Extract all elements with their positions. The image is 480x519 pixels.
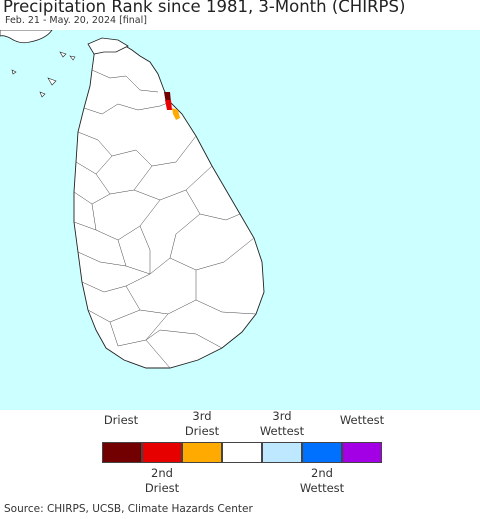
legend-label-driest: Driest — [103, 413, 139, 427]
source-credit: Source: CHIRPS, UCSB, Climate Hazards Ce… — [4, 503, 253, 515]
legend-label-2nd-wettest: 2nd Wettest — [299, 466, 345, 495]
jaffna-peninsula — [87, 37, 129, 55]
second-driest-area — [165, 100, 172, 110]
legend-swatch-driest — [102, 442, 142, 463]
legend-swatch-wettest — [342, 442, 382, 463]
india-coastline — [0, 30, 53, 44]
legend-label-2nd-driest: 2nd Driest — [144, 466, 180, 495]
legend-label-3rd-wettest: 3rd Wettest — [259, 409, 305, 438]
map-title: Precipitation Rank since 1981, 3-Month (… — [3, 0, 406, 16]
third-driest-area — [172, 108, 180, 120]
coastal-islet — [39, 77, 57, 98]
legend-swatch-2nd-driest — [142, 442, 182, 463]
legend-swatch-3rd-wettest — [262, 442, 302, 463]
legend-label-wettest: Wettest — [339, 413, 385, 427]
india-islands — [11, 51, 76, 75]
legend-swatch-2nd-wettest — [302, 442, 342, 463]
map-subtitle: Feb. 21 - May. 20, 2024 [final] — [5, 15, 147, 26]
precipitation-rank-map — [0, 30, 480, 410]
legend-swatch-3rd-driest — [182, 442, 222, 463]
legend-swatch-normal — [222, 442, 262, 463]
legend-label-3rd-driest: 3rd Driest — [184, 409, 220, 438]
district-borders — [73, 69, 257, 369]
